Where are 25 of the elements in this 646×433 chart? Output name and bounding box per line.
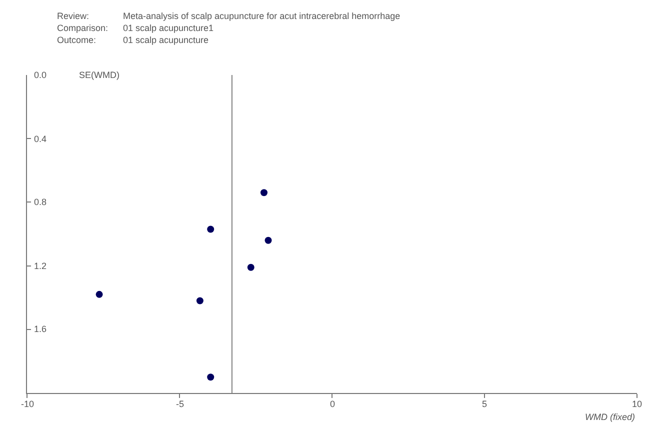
x-tick-label: -10: [21, 399, 34, 409]
point: [207, 374, 214, 381]
y-tick-label: 1.6: [34, 324, 47, 334]
x-tick-label: -5: [176, 399, 184, 409]
text: 01 scalp acupuncture1: [123, 23, 214, 33]
x-tick-label: 10: [632, 399, 642, 409]
point: [96, 290, 103, 298]
point: [264, 236, 272, 244]
x-tick-label: 0: [330, 399, 336, 409]
y-tick-label: 1.2: [34, 261, 47, 271]
point: [247, 264, 254, 271]
y-tick-label: 0.0: [34, 70, 47, 80]
y-tick-label: 0.4: [34, 134, 47, 144]
text: 01 scalp acupuncture: [123, 35, 209, 45]
y-tick-label: 0.8: [34, 197, 47, 207]
text: Outcome:: [57, 35, 96, 45]
point: [260, 189, 268, 196]
text: Comparison:: [57, 23, 108, 33]
point: [207, 226, 214, 233]
y-axis-title: SE(WMD): [79, 70, 120, 80]
x-axis-title: WMD (fixed): [585, 412, 635, 422]
text: Meta-analysis of scalp acupuncture for acut intracerebral hemorrhage: [123, 11, 400, 21]
text: Review:: [57, 11, 90, 21]
point: [196, 297, 204, 304]
x-tick-label: 5: [482, 399, 488, 409]
